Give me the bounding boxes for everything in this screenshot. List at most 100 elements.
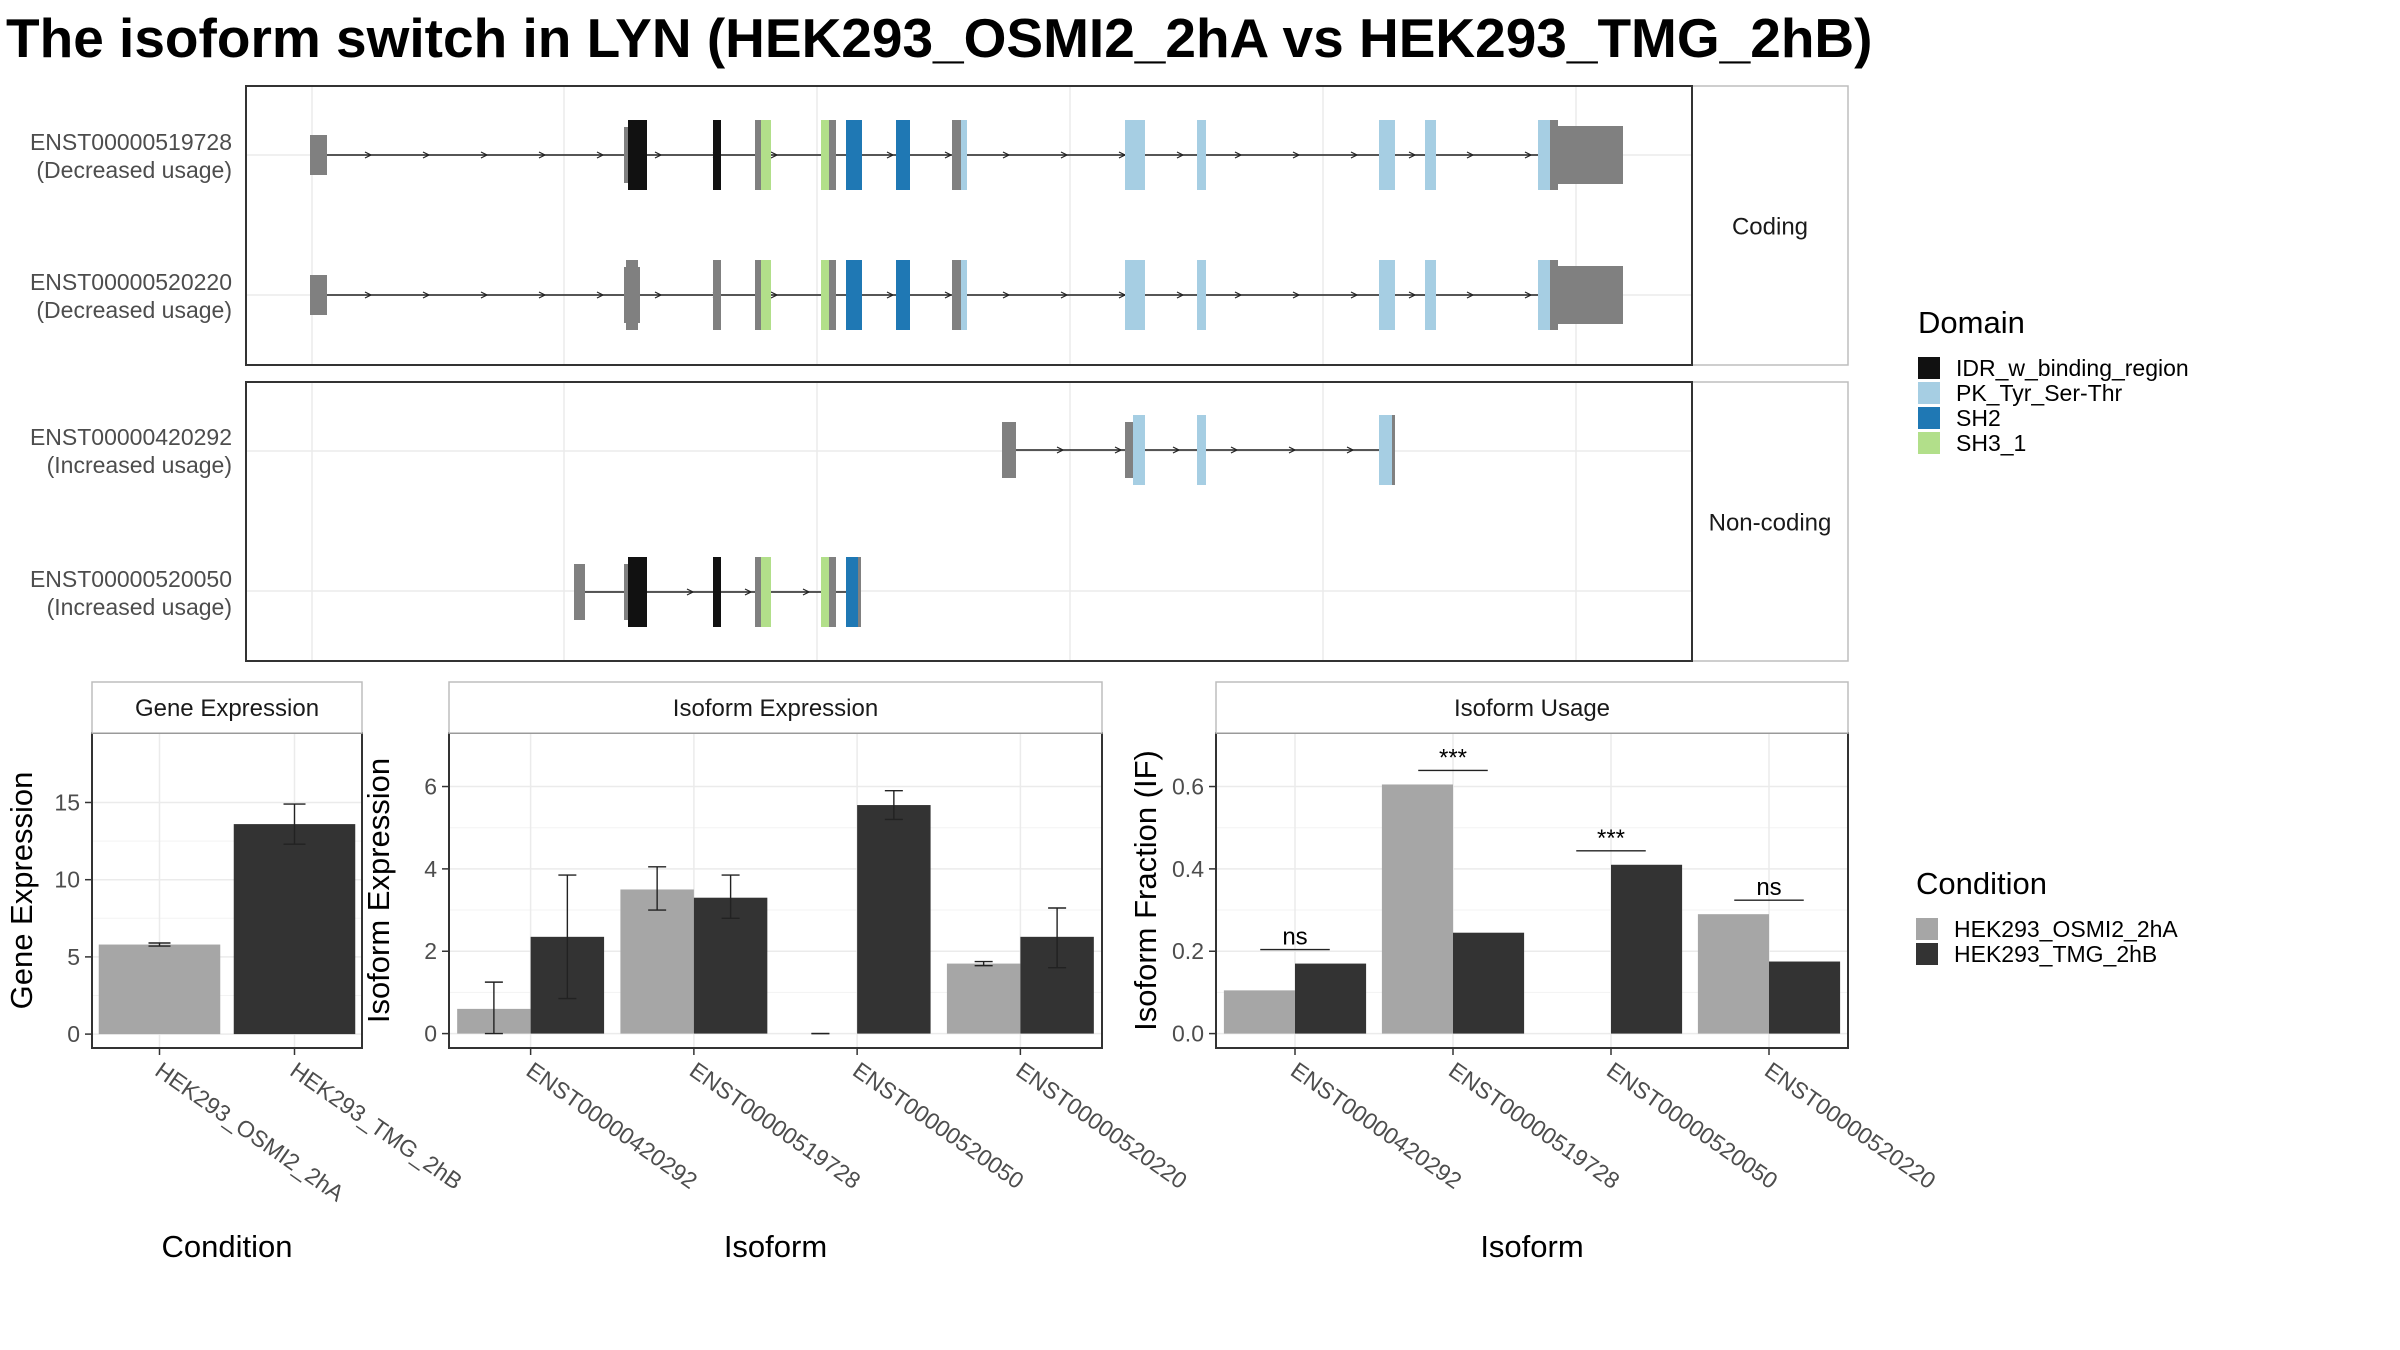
bar-HEK293_TMG_2hB-ENST00000520050 bbox=[1611, 864, 1683, 1034]
direction-arrow bbox=[944, 291, 953, 299]
exon-block bbox=[1125, 120, 1145, 190]
facet-strip bbox=[1216, 682, 1848, 733]
direction-arrow bbox=[1524, 151, 1533, 159]
transcript-ENST00000420292 bbox=[1002, 415, 1395, 485]
exon-block bbox=[1125, 422, 1133, 478]
direction-arrow bbox=[744, 588, 753, 596]
strip-label: Coding bbox=[1732, 214, 1808, 241]
direction-arrow bbox=[1346, 446, 1355, 454]
y-axis-title: Isoform Expression bbox=[361, 758, 396, 1023]
exon-block bbox=[1392, 415, 1395, 485]
panel-background bbox=[246, 86, 1692, 365]
direction-arrow bbox=[1288, 446, 1297, 454]
facet-strip-border bbox=[91, 681, 363, 734]
legend-item-label: SH2 bbox=[1956, 405, 2001, 431]
direction-arrow bbox=[654, 151, 663, 159]
exon-block bbox=[624, 564, 631, 620]
y-tick-label: 5 bbox=[67, 944, 80, 970]
direction-arrow bbox=[654, 291, 663, 299]
exon-block bbox=[755, 557, 761, 627]
bar-HEK293_TMG_2hB-ENST00000519728 bbox=[1453, 932, 1525, 1034]
exon-block bbox=[713, 557, 721, 627]
y-tick-label: 10 bbox=[54, 867, 80, 893]
exon-block bbox=[1550, 120, 1558, 190]
transcript-ENST00000519728 bbox=[310, 120, 1623, 190]
x-tick-label: ENST00000520220 bbox=[1760, 1057, 1940, 1194]
legend-title: Domain bbox=[1918, 305, 2025, 340]
transcript-id-label: ENST00000420292 bbox=[30, 424, 232, 450]
facet-strip-border bbox=[1215, 681, 1849, 734]
direction-arrow bbox=[422, 291, 431, 299]
exon-block bbox=[628, 120, 647, 190]
bar-HEK293_OSMI2_2hA-ENST00000519728 bbox=[620, 889, 694, 1034]
figure-title: The isoform switch in LYN (HEK293_OSMI2_… bbox=[6, 7, 1873, 69]
bar-HEK293_TMG_2hB-ENST00000420292 bbox=[1295, 963, 1367, 1034]
transcript-usage-label: (Increased usage) bbox=[47, 594, 232, 620]
transcript-usage-label: (Increased usage) bbox=[47, 452, 232, 478]
exon-block bbox=[829, 260, 836, 330]
direction-arrow bbox=[770, 291, 779, 299]
exon-block bbox=[624, 127, 631, 183]
exon-block bbox=[821, 557, 829, 627]
direction-arrow bbox=[770, 151, 779, 159]
significance-label: *** bbox=[1439, 744, 1467, 771]
y-tick-label: 0.6 bbox=[1172, 774, 1204, 800]
direction-arrow bbox=[596, 151, 605, 159]
bar-HEK293_TMG_2hB-ENST00000519728 bbox=[693, 897, 768, 1034]
exon-block bbox=[1538, 120, 1550, 190]
y-tick-label: 0.2 bbox=[1172, 938, 1204, 964]
exon-block bbox=[1379, 120, 1395, 190]
panel-border bbox=[245, 85, 1693, 366]
exon-block bbox=[1002, 422, 1016, 478]
direction-arrow bbox=[1466, 151, 1475, 159]
bar-HEK293_TMG_2hB bbox=[233, 824, 356, 1035]
bar-HEK293_OSMI2_2hA-ENST00000520220 bbox=[1697, 914, 1769, 1034]
exon-block bbox=[761, 120, 771, 190]
direction-arrow bbox=[1060, 291, 1069, 299]
exon-block bbox=[1558, 126, 1623, 184]
exon-block bbox=[310, 135, 327, 175]
y-tick-label: 6 bbox=[424, 774, 437, 800]
exon-block bbox=[761, 260, 771, 330]
y-tick-label: 2 bbox=[424, 938, 437, 964]
exon-block bbox=[829, 557, 836, 627]
exon-block bbox=[829, 120, 836, 190]
legend-item-label: PK_Tyr_Ser-Thr bbox=[1956, 380, 2122, 406]
exon-block bbox=[858, 557, 861, 627]
direction-arrow bbox=[538, 151, 547, 159]
exon-block bbox=[1197, 260, 1206, 330]
legend-swatch bbox=[1918, 432, 1940, 454]
direction-arrow bbox=[1060, 151, 1069, 159]
transcript-usage-label: (Decreased usage) bbox=[36, 157, 232, 183]
legend-swatch bbox=[1918, 357, 1940, 379]
exon-block bbox=[310, 275, 327, 315]
direction-arrow bbox=[364, 291, 373, 299]
direction-arrow bbox=[1002, 291, 1011, 299]
domain-legend: Domain IDR_w_binding_regionPK_Tyr_Ser-Thr… bbox=[1918, 305, 2189, 456]
legend-swatch bbox=[1916, 918, 1938, 940]
gene-expression-chart: 051015HEK293_OSMI2_2hAHEK293_TMG_2hBGene… bbox=[4, 681, 467, 1264]
direction-arrow bbox=[1234, 151, 1243, 159]
significance-label: ns bbox=[1282, 924, 1307, 951]
y-tick-label: 0 bbox=[67, 1021, 80, 1047]
exon-block bbox=[846, 260, 862, 330]
chart-title: Gene Expression bbox=[135, 695, 319, 722]
exon-block bbox=[821, 120, 829, 190]
transcript-usage-label: (Decreased usage) bbox=[36, 297, 232, 323]
chart-title: Isoform Usage bbox=[1454, 695, 1610, 722]
facet-strip-border bbox=[448, 681, 1103, 734]
exon-block bbox=[755, 260, 761, 330]
exon-block bbox=[961, 120, 967, 190]
transcript-id-label: ENST00000520220 bbox=[30, 269, 232, 295]
facet-strip bbox=[449, 682, 1102, 733]
direction-arrow bbox=[1524, 291, 1533, 299]
x-tick-label: ENST00000520050 bbox=[848, 1057, 1028, 1194]
direction-arrow bbox=[944, 151, 953, 159]
legend-title: Condition bbox=[1916, 866, 2047, 901]
exon-block bbox=[952, 120, 961, 190]
x-axis-title: Condition bbox=[162, 1229, 293, 1264]
exon-block bbox=[952, 260, 961, 330]
